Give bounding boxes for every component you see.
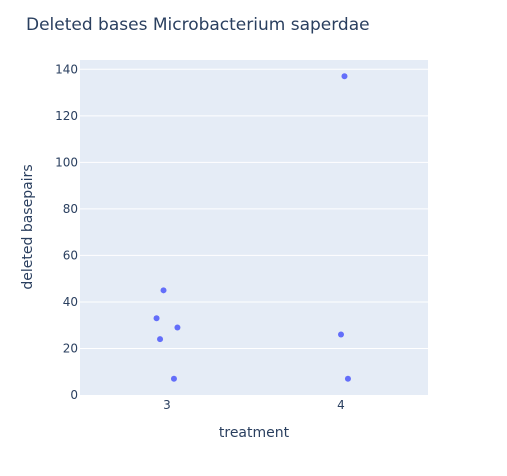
y-tick-label: 80 bbox=[63, 202, 78, 216]
data-point[interactable] bbox=[153, 315, 160, 322]
y-axis: 0 20 40 60 80 100 120 140 bbox=[55, 62, 78, 402]
x-tick-label: 4 bbox=[337, 398, 345, 412]
plot-area bbox=[80, 60, 428, 395]
y-axis-title: deleted basepairs bbox=[20, 164, 36, 289]
chart-title: Deleted bases Microbacterium saperdae bbox=[26, 15, 370, 35]
data-point[interactable] bbox=[341, 73, 348, 80]
y-tick-label: 20 bbox=[63, 341, 78, 355]
y-tick-label: 120 bbox=[55, 109, 78, 123]
y-tick-label: 40 bbox=[63, 295, 78, 309]
y-tick-label: 140 bbox=[55, 62, 78, 76]
grid-lines bbox=[80, 68, 428, 349]
data-point[interactable] bbox=[338, 331, 344, 338]
data-point[interactable] bbox=[170, 375, 177, 382]
data-point[interactable] bbox=[344, 375, 351, 382]
x-tick-label: 3 bbox=[163, 398, 171, 412]
x-axis-title: treatment bbox=[219, 425, 290, 441]
data-point[interactable] bbox=[160, 287, 167, 294]
y-tick-label: 60 bbox=[63, 248, 78, 262]
data-point[interactable] bbox=[157, 336, 164, 343]
y-tick-label: 0 bbox=[70, 388, 78, 402]
data-point[interactable] bbox=[174, 324, 181, 331]
y-tick-label: 100 bbox=[55, 155, 78, 169]
data-points bbox=[153, 73, 351, 382]
